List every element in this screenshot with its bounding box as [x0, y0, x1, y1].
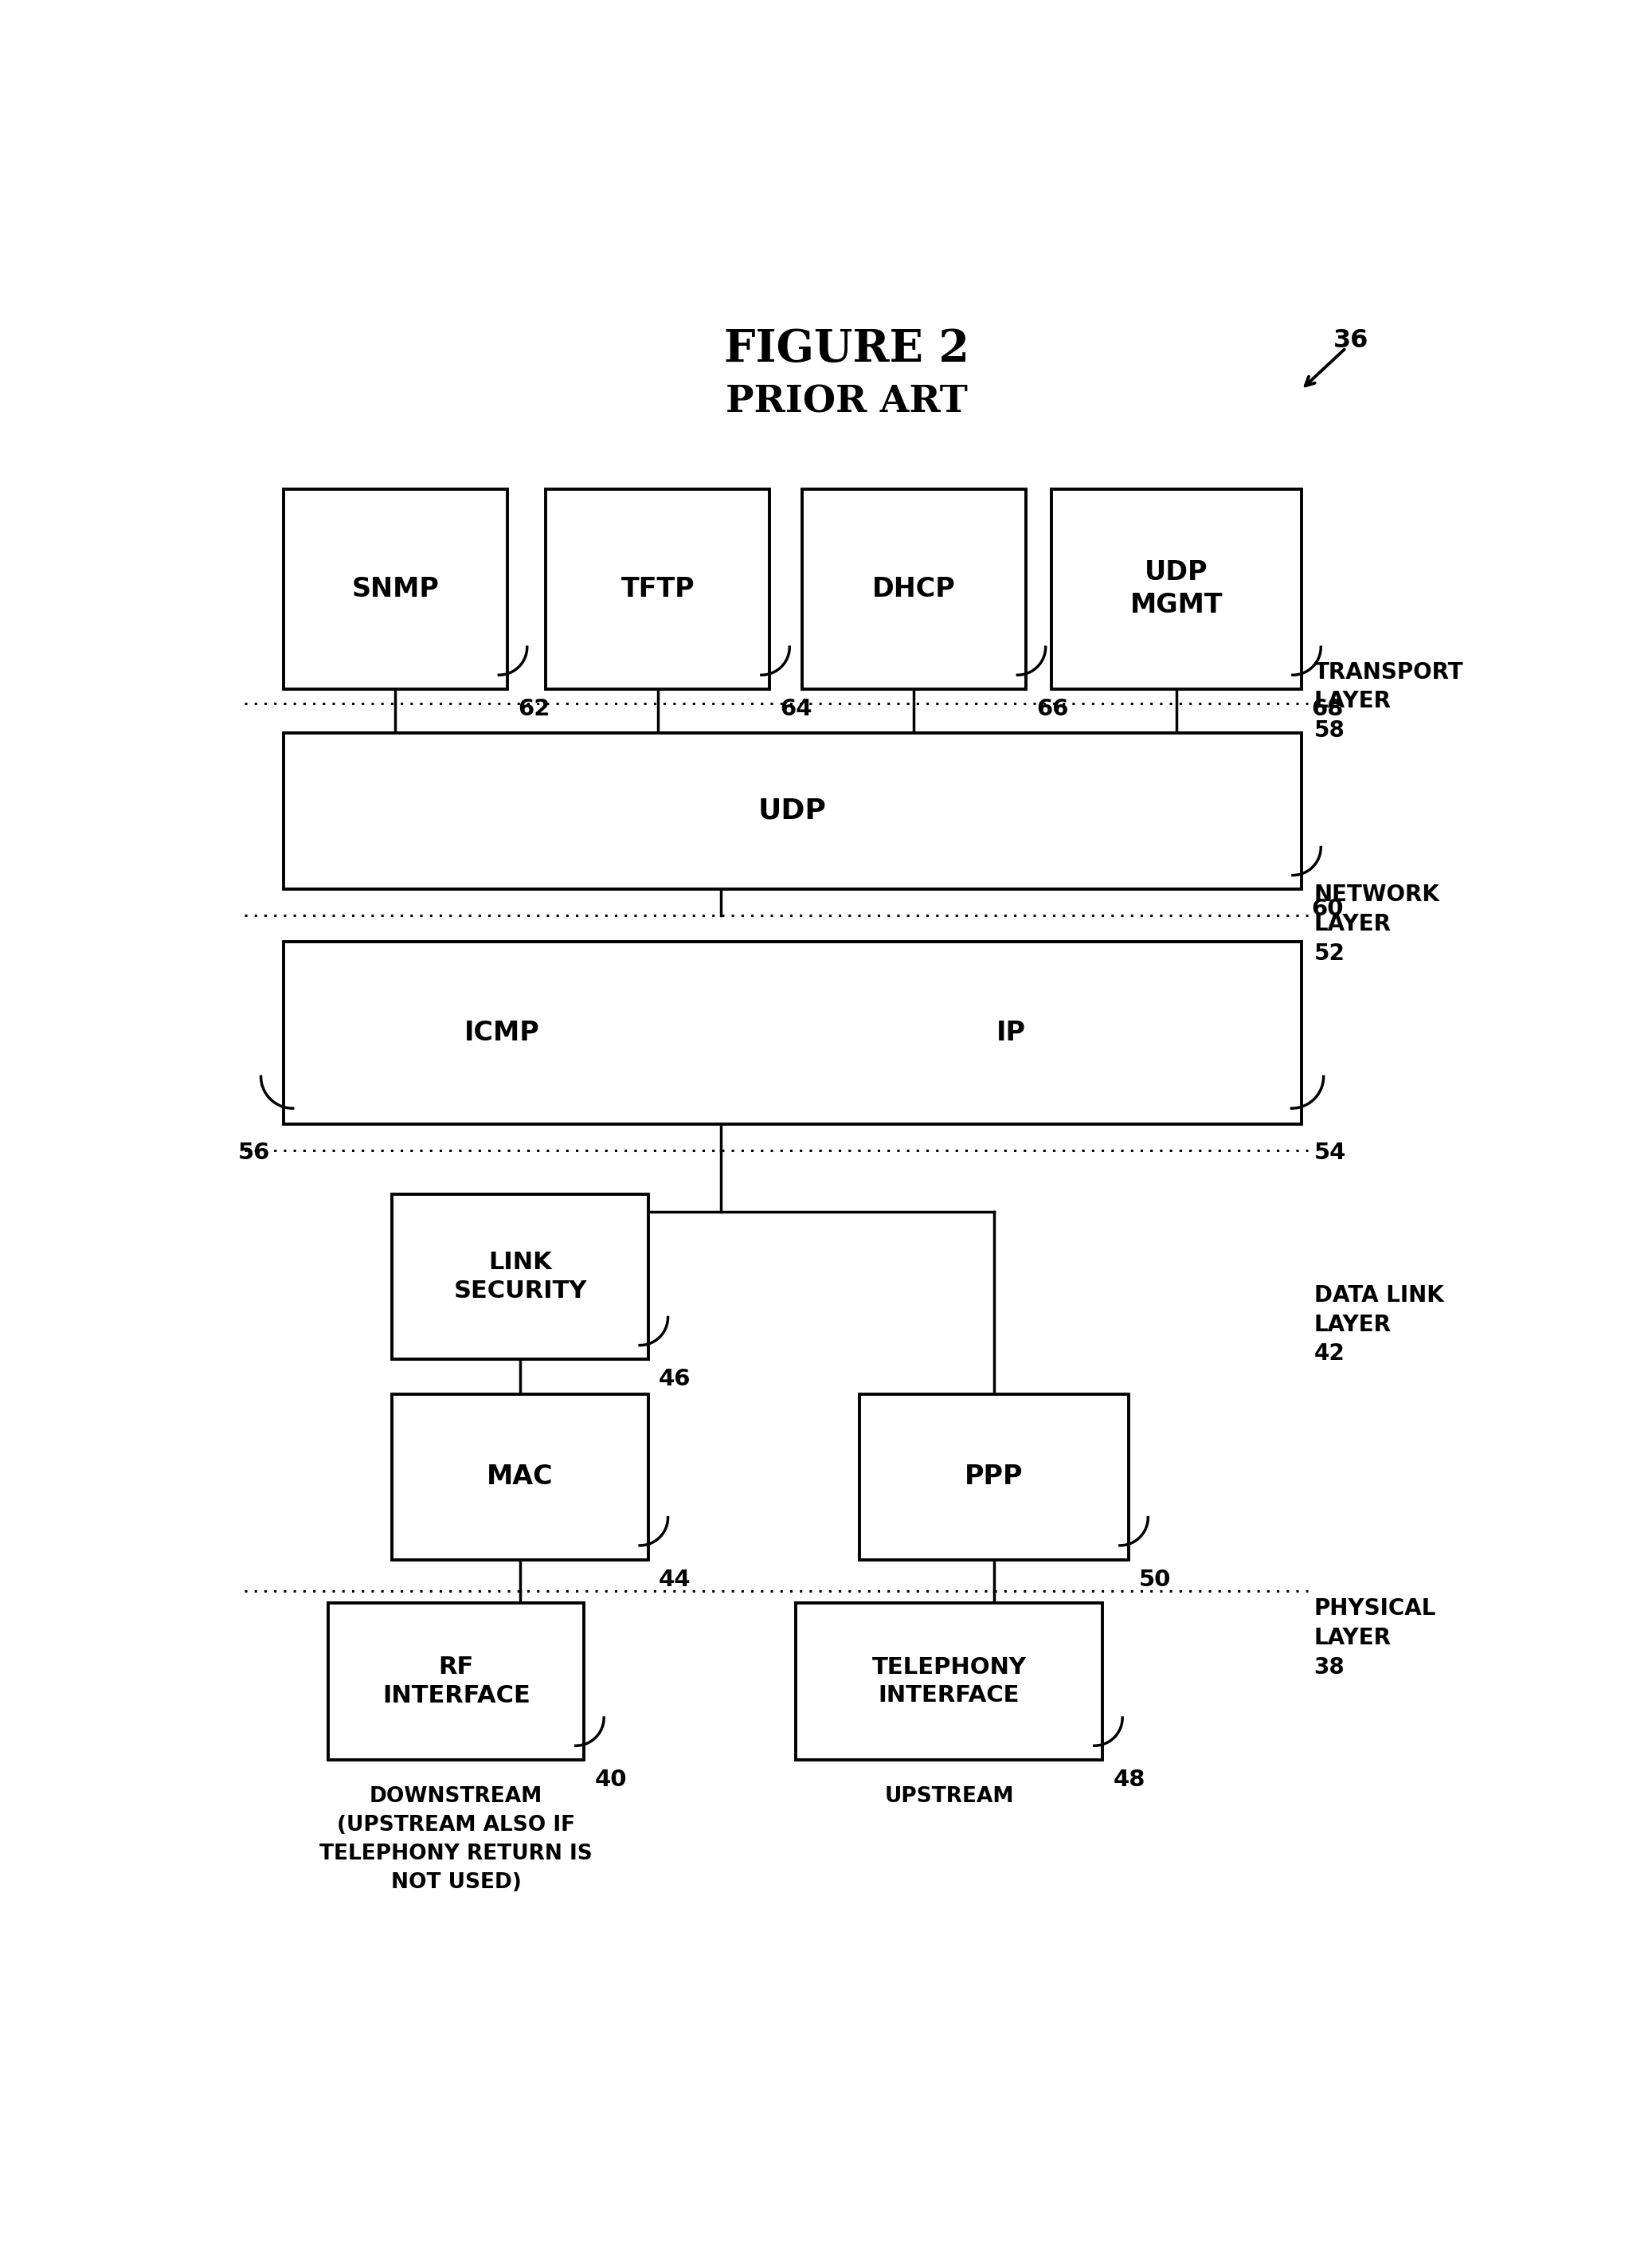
Text: LINK
SECURITY: LINK SECURITY [454, 1250, 586, 1302]
FancyBboxPatch shape [284, 733, 1302, 889]
Text: UDP: UDP [758, 798, 826, 825]
Text: RF
INTERFACE: RF INTERFACE [382, 1655, 530, 1707]
FancyBboxPatch shape [801, 488, 1026, 690]
Text: 40: 40 [595, 1768, 626, 1791]
Text: PRIOR ART: PRIOR ART [725, 384, 968, 421]
Text: TFTP: TFTP [621, 577, 695, 601]
Text: 54: 54 [1313, 1142, 1346, 1164]
FancyBboxPatch shape [329, 1603, 585, 1759]
FancyBboxPatch shape [545, 488, 770, 690]
Text: PPP: PPP [965, 1463, 1023, 1490]
Text: 66: 66 [1036, 699, 1069, 721]
FancyBboxPatch shape [796, 1603, 1104, 1759]
Text: 56: 56 [238, 1142, 271, 1164]
FancyBboxPatch shape [1052, 488, 1302, 690]
Text: ICMP: ICMP [464, 1020, 540, 1047]
Text: 60: 60 [1312, 898, 1343, 920]
Text: 68: 68 [1312, 699, 1343, 721]
FancyBboxPatch shape [392, 1194, 648, 1359]
Text: PHYSICAL
LAYER
38: PHYSICAL LAYER 38 [1313, 1599, 1436, 1678]
Text: UDP
MGMT: UDP MGMT [1130, 561, 1222, 620]
Text: SNMP: SNMP [352, 577, 439, 601]
FancyBboxPatch shape [859, 1395, 1128, 1560]
Text: 62: 62 [517, 699, 550, 721]
Text: 50: 50 [1138, 1569, 1171, 1592]
FancyBboxPatch shape [284, 488, 507, 690]
Text: IP: IP [996, 1020, 1026, 1047]
Text: 36: 36 [1333, 328, 1368, 353]
Text: UPSTREAM: UPSTREAM [884, 1786, 1014, 1807]
Text: 46: 46 [659, 1368, 691, 1391]
Text: 48: 48 [1113, 1768, 1145, 1791]
FancyBboxPatch shape [392, 1395, 648, 1560]
Text: TELEPHONY
INTERFACE: TELEPHONY INTERFACE [872, 1657, 1026, 1707]
Text: MAC: MAC [487, 1463, 553, 1490]
Text: FIGURE 2: FIGURE 2 [724, 328, 970, 371]
Text: DHCP: DHCP [872, 577, 955, 601]
Text: TRANSPORT
LAYER
58: TRANSPORT LAYER 58 [1313, 660, 1464, 742]
Text: 64: 64 [780, 699, 813, 721]
Text: NETWORK
LAYER
52: NETWORK LAYER 52 [1313, 884, 1439, 965]
Text: 44: 44 [659, 1569, 691, 1592]
Text: DOWNSTREAM
(UPSTREAM ALSO IF
TELEPHONY RETURN IS
NOT USED): DOWNSTREAM (UPSTREAM ALSO IF TELEPHONY R… [319, 1786, 593, 1892]
FancyBboxPatch shape [284, 941, 1302, 1124]
Text: DATA LINK
LAYER
42: DATA LINK LAYER 42 [1313, 1284, 1444, 1366]
